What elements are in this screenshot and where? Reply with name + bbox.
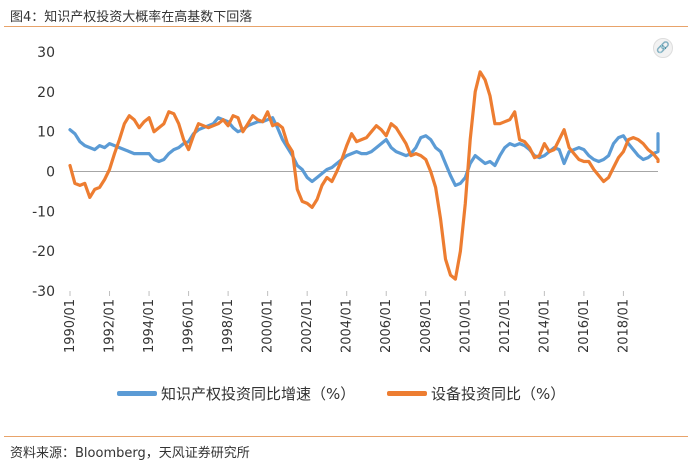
x-tick-label: 2006/01 bbox=[379, 299, 394, 353]
x-tick-label: 2008/01 bbox=[419, 299, 434, 353]
chart-legend: 知识产权投资同比增速（%） 设备投资同比（%） bbox=[0, 383, 692, 407]
y-tick-label: -30 bbox=[32, 284, 55, 300]
x-tick-label: 2018/01 bbox=[616, 299, 631, 353]
x-tick-label: 2004/01 bbox=[340, 299, 355, 353]
x-tick-label: 2010/01 bbox=[458, 299, 473, 353]
legend-label-equipment-investment: 设备投资同比（%） bbox=[431, 385, 566, 403]
legend-swatch-equipment-investment bbox=[387, 391, 427, 396]
series-line-ip-investment bbox=[68, 116, 660, 187]
legend-item-equipment-investment: 设备投资同比（%） bbox=[387, 383, 565, 404]
series-lines bbox=[68, 70, 660, 281]
y-tick-label: 0 bbox=[46, 165, 55, 181]
link-icon[interactable]: 🔗 bbox=[653, 38, 673, 58]
y-axis-ticks: 30 20 10 0 -10 -20 -30 bbox=[32, 45, 55, 300]
x-tick-label: 1996/01 bbox=[182, 299, 197, 353]
figure-title: 图4：知识产权投资大概率在高基数下回落 bbox=[10, 10, 253, 25]
x-tick-label: 1992/01 bbox=[103, 299, 118, 353]
y-tick-label: 20 bbox=[37, 85, 55, 101]
x-axis-ticks: 1990/01 1992/01 1994/01 1996/01 1998/01 2000/… bbox=[63, 291, 631, 353]
title-divider bbox=[4, 26, 688, 27]
y-tick-label: -10 bbox=[32, 204, 55, 220]
legend-label-ip-investment: 知识产权投资同比增速（%） bbox=[161, 385, 356, 403]
x-tick-label: 2016/01 bbox=[577, 299, 592, 353]
y-tick-label: -20 bbox=[32, 244, 55, 260]
y-tick-label: 30 bbox=[37, 45, 55, 61]
y-tick-label: 10 bbox=[37, 125, 55, 141]
x-tick-label: 2000/01 bbox=[261, 299, 276, 353]
x-tick-label: 2014/01 bbox=[537, 299, 552, 353]
legend-swatch-ip-investment bbox=[117, 391, 157, 396]
x-tick-label: 1998/01 bbox=[221, 299, 236, 353]
legend-item-ip-investment: 知识产权投资同比增速（%） bbox=[117, 383, 355, 404]
series-line-equipment-investment bbox=[68, 70, 660, 281]
x-tick-label: 2012/01 bbox=[498, 299, 513, 353]
figure-source: 资料来源：Bloomberg，天风证券研究所 bbox=[10, 446, 250, 461]
x-tick-label: 1994/01 bbox=[142, 299, 157, 353]
x-tick-label: 1990/01 bbox=[63, 299, 78, 353]
x-tick-label: 2002/01 bbox=[300, 299, 315, 353]
source-divider bbox=[4, 436, 688, 437]
